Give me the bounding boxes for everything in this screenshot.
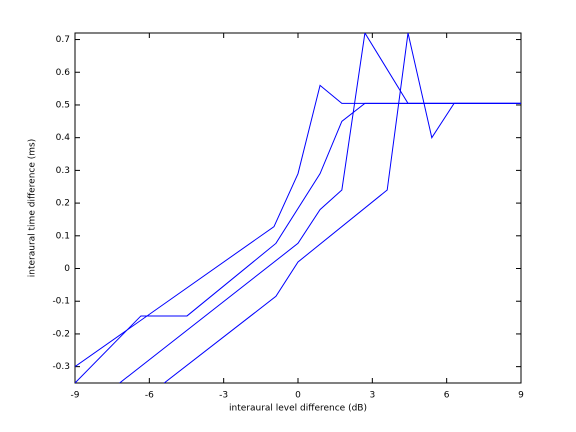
y-axis-label: interaural time difference (ms) <box>28 139 38 277</box>
x-axis-label: interaural level difference (dB) <box>229 404 367 414</box>
y-tick-label: 0 <box>64 264 70 274</box>
x-tick-label: 0 <box>295 391 301 401</box>
x-tick-label: -6 <box>145 391 154 401</box>
y-tick-label: 0.3 <box>56 166 70 176</box>
x-tick-label: 6 <box>444 391 450 401</box>
x-tick-label: 3 <box>369 391 375 401</box>
y-tick-label: -0.3 <box>52 362 70 372</box>
y-tick-label: 0.4 <box>56 133 71 143</box>
plot-lines <box>75 33 521 383</box>
y-tick-label: 0.6 <box>56 68 71 78</box>
x-tick-label: -9 <box>71 391 80 401</box>
y-tick-label: 0.1 <box>56 231 70 241</box>
data-line <box>119 33 521 383</box>
y-tick-label: -0.2 <box>52 329 70 339</box>
y-tick-label: 0.7 <box>56 35 70 45</box>
data-line <box>75 102 521 383</box>
y-tick-label: 0.5 <box>56 100 70 110</box>
x-tick-label: -3 <box>219 391 228 401</box>
y-tick-label: -0.1 <box>52 297 70 307</box>
data-line <box>163 33 521 383</box>
y-tick-label: 0.2 <box>56 199 70 209</box>
x-tick-label: 9 <box>518 391 524 401</box>
